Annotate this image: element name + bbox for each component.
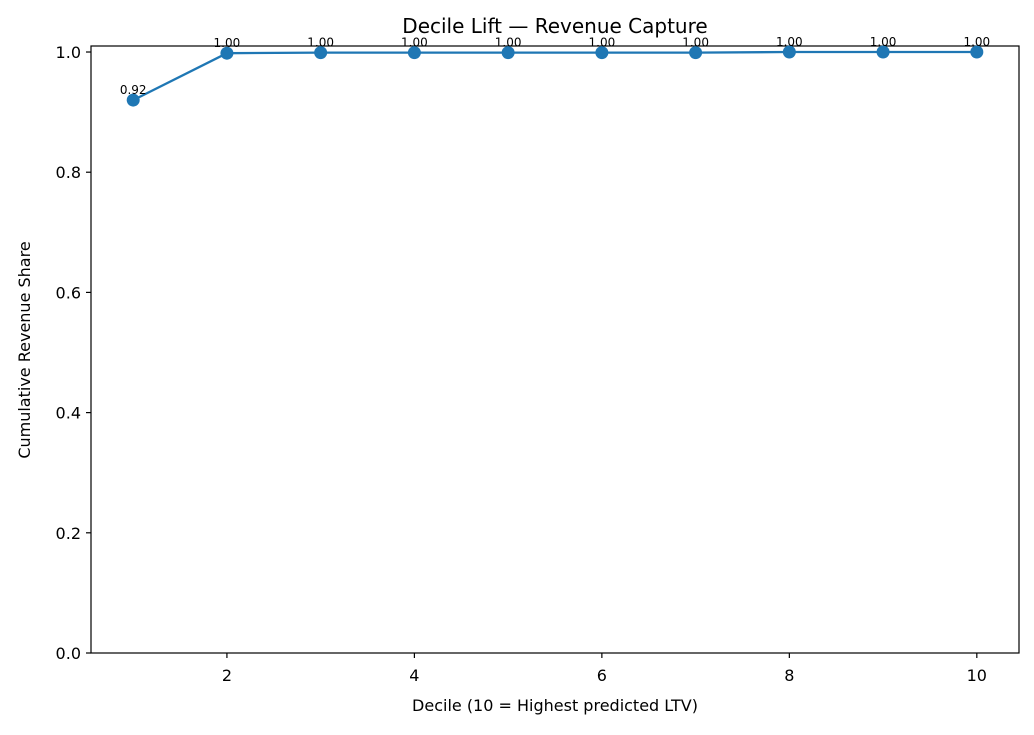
y-tick-label: 0.2	[56, 524, 81, 543]
data-label: 1.00	[870, 35, 897, 49]
y-axis-label: Cumulative Revenue Share	[15, 241, 34, 458]
data-point	[126, 93, 140, 107]
data-label: 1.00	[682, 36, 709, 50]
y-tick-label: 0.6	[56, 283, 81, 302]
x-tick-label: 10	[967, 666, 987, 685]
x-tick-label: 2	[222, 666, 232, 685]
data-label: 1.00	[589, 36, 616, 50]
y-tick-label: 0.0	[56, 644, 81, 663]
y-axis-ticks: 0.0 0.2 0.4 0.6 0.8 1.0	[56, 43, 91, 663]
plot-area	[90, 45, 1020, 654]
x-tick-label: 4	[409, 666, 419, 685]
x-tick-label: 8	[784, 666, 794, 685]
series-layer	[126, 45, 984, 107]
data-label: 1.00	[776, 35, 803, 49]
chart-title: Decile Lift — Revenue Capture	[402, 14, 707, 38]
data-label: 1.00	[214, 36, 241, 50]
data-label: 1.00	[307, 36, 334, 50]
y-tick-label: 1.0	[56, 43, 81, 62]
data-point	[689, 46, 703, 60]
x-axis-label: Decile (10 = Highest predicted LTV)	[412, 696, 698, 715]
data-label: 1.00	[401, 36, 428, 50]
data-point	[220, 46, 234, 60]
data-point	[970, 45, 984, 59]
y-tick-label: 0.4	[56, 404, 81, 423]
data-label: 0.92	[120, 83, 147, 97]
data-point	[407, 46, 421, 60]
data-point	[595, 46, 609, 60]
series-line	[132, 50, 977, 102]
x-tick-label: 6	[597, 666, 607, 685]
data-point	[782, 45, 796, 59]
data-label: 1.00	[495, 36, 522, 50]
data-point	[314, 46, 328, 60]
y-tick-label: 0.8	[56, 163, 81, 182]
data-labels: 0.92 1.00 1.00 1.00 1.00 1.00 1.00 1.00 1.00 1.00	[120, 35, 990, 97]
plot-frame	[90, 45, 1020, 654]
data-label: 1.00	[963, 35, 990, 49]
data-point	[876, 45, 890, 59]
data-point	[501, 46, 515, 60]
x-axis-ticks: 2 4 6 8 10	[222, 653, 987, 685]
